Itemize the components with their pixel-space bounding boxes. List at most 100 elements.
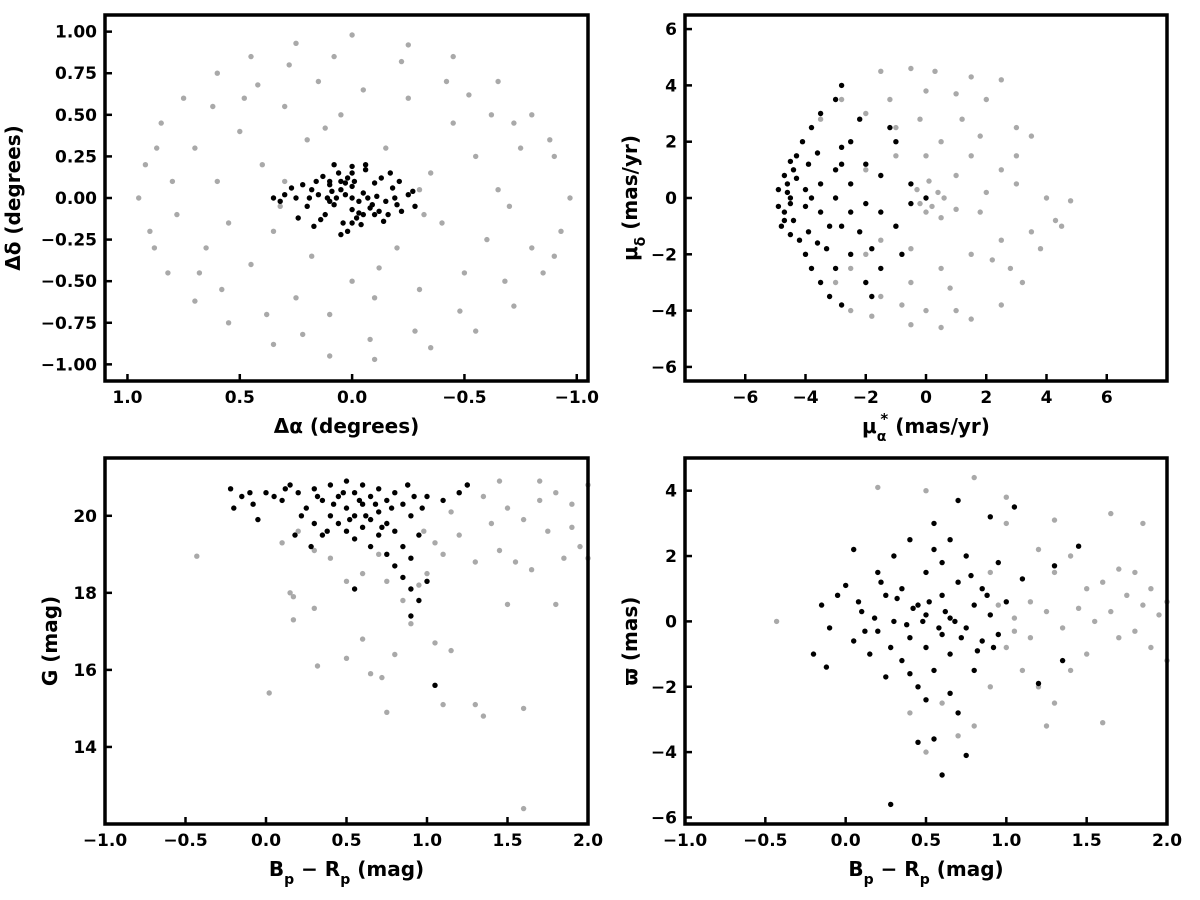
field-star-point — [214, 70, 220, 76]
x-tick-label: 6 — [1101, 388, 1113, 408]
member-star-point — [817, 279, 824, 286]
field-star-point — [264, 311, 270, 318]
member-star-point — [396, 178, 402, 185]
field-star-point — [878, 237, 884, 243]
member-star-point — [359, 482, 366, 488]
field-star-point — [472, 701, 478, 708]
member-star-point — [878, 209, 884, 215]
field-star-point — [929, 203, 935, 210]
member-star-point — [823, 664, 830, 670]
field-star-point — [908, 65, 914, 72]
x-tick-label: 4 — [1041, 388, 1053, 408]
member-star-point — [952, 618, 958, 625]
scatter-points — [194, 478, 591, 812]
field-star-point — [309, 253, 315, 259]
field-star-point — [1011, 615, 1018, 621]
field-star-point — [1100, 579, 1106, 585]
field-star-point — [322, 125, 328, 131]
field-star-point — [1043, 608, 1050, 615]
field-star-point — [1043, 195, 1050, 201]
member-star-point — [351, 490, 358, 496]
y-tick-label: 16 — [73, 661, 97, 681]
member-star-point — [388, 505, 395, 511]
field-star-point — [488, 520, 495, 527]
field-star-point — [923, 749, 929, 755]
member-star-point — [955, 579, 961, 585]
field-star-point — [405, 42, 411, 48]
field-star-point — [1075, 605, 1082, 611]
member-star-point — [270, 195, 277, 201]
member-star-point — [802, 203, 809, 210]
member-star-point — [802, 186, 809, 193]
member-star-point — [923, 569, 929, 576]
member-star-point — [239, 493, 245, 500]
member-star-point — [817, 181, 824, 187]
x-axis-label: Bp − Rp (mag) — [269, 857, 424, 888]
field-star-point — [511, 120, 517, 126]
y-tick-label: 0.50 — [55, 106, 97, 126]
field-star-point — [935, 189, 941, 196]
member-star-point — [848, 139, 854, 145]
member-star-point — [311, 520, 317, 527]
member-star-point — [369, 202, 375, 208]
member-star-point — [314, 493, 321, 500]
field-star-point — [286, 62, 292, 68]
field-star-point — [899, 302, 905, 308]
member-star-point — [838, 302, 845, 308]
member-star-point — [1075, 543, 1082, 549]
y-tick-label: 0.25 — [55, 147, 97, 167]
field-star-point — [466, 92, 472, 98]
field-star-point — [926, 178, 932, 184]
member-star-point — [793, 153, 800, 159]
field-star-point — [908, 322, 914, 328]
member-star-point — [349, 163, 355, 170]
member-star-point — [931, 546, 937, 553]
member-star-point — [893, 139, 899, 145]
member-star-point — [424, 578, 430, 584]
member-star-point — [424, 493, 430, 500]
field-star-point — [887, 96, 893, 103]
member-star-point — [362, 162, 369, 168]
field-star-point — [848, 307, 854, 314]
axes-frame — [103, 13, 590, 383]
field-star-point — [953, 91, 959, 97]
field-star-point — [938, 215, 944, 221]
field-star-point — [504, 505, 511, 511]
field-star-point — [311, 605, 317, 611]
field-star-point — [932, 68, 938, 75]
field-star-point — [968, 251, 974, 257]
field-star-point — [282, 103, 288, 110]
member-star-point — [823, 246, 830, 252]
x-tick-label: −2 — [853, 388, 879, 408]
member-star-point — [271, 493, 277, 500]
member-star-point — [362, 167, 369, 173]
member-star-point — [363, 513, 369, 519]
field-star-point — [484, 236, 490, 243]
field-star-point — [343, 655, 350, 661]
field-star-point — [848, 265, 854, 272]
x-tick-label: 2.0 — [1152, 831, 1182, 851]
field-star-point — [968, 153, 974, 159]
field-star-point — [237, 128, 243, 135]
member-star-point — [311, 486, 317, 492]
field-star-point — [359, 636, 366, 642]
member-star-point — [838, 144, 845, 150]
field-star-point — [443, 78, 450, 85]
member-star-point — [376, 509, 382, 515]
member-star-point — [834, 592, 841, 598]
field-star-point — [169, 178, 176, 185]
x-tick-label: 0.0 — [831, 831, 861, 851]
field-star-point — [1019, 667, 1026, 674]
field-star-point — [214, 178, 220, 185]
member-star-point — [915, 684, 921, 690]
field-star-point — [545, 528, 551, 534]
field-star-point — [1028, 133, 1035, 139]
member-star-point — [871, 615, 878, 621]
field-star-point — [456, 532, 462, 538]
member-star-point — [848, 209, 854, 215]
member-star-point — [376, 532, 382, 538]
member-star-point — [923, 644, 929, 651]
member-star-point — [942, 608, 948, 615]
field-star-point — [225, 320, 232, 326]
member-star-point — [293, 195, 299, 201]
